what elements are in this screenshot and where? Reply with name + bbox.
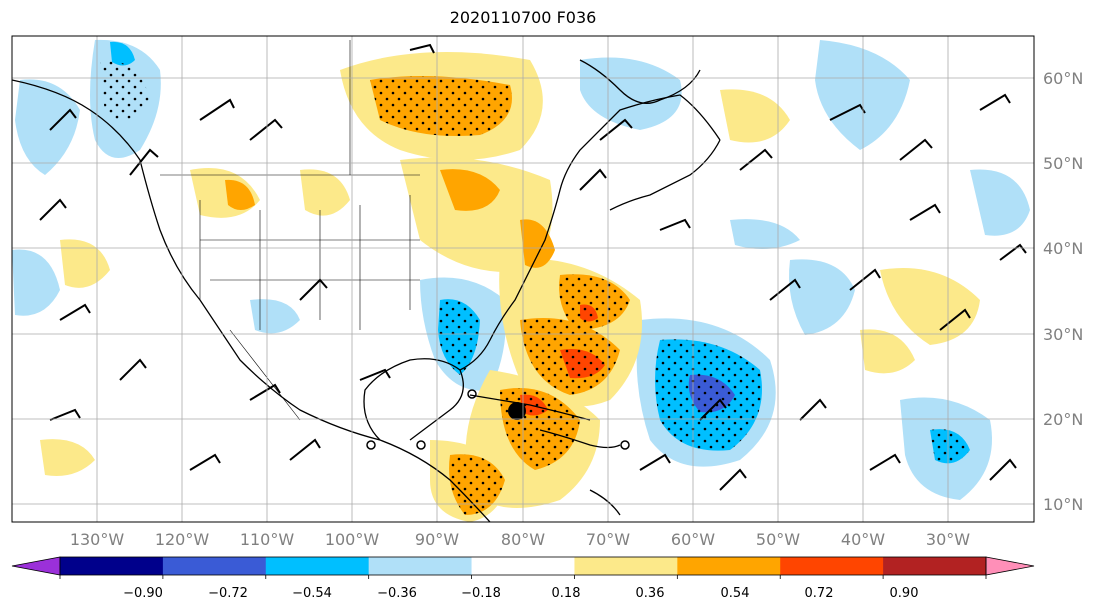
- colorbar-segment: [368, 557, 473, 575]
- colorbar-tick-label: −0.72: [208, 586, 248, 601]
- colorbar-tick-label: 0.90: [890, 586, 919, 601]
- colorbar: [11, 556, 1035, 579]
- lon-label: 60°W: [671, 530, 715, 549]
- longitude-labels: 130°W 120°W 110°W 100°W 90°W 80°W 70°W 6…: [70, 530, 970, 549]
- lon-label: 40°W: [841, 530, 885, 549]
- lat-label: 20°N: [1043, 410, 1083, 429]
- significance-stippling: [100, 59, 970, 515]
- colorbar-segment: [471, 557, 575, 575]
- lon-label: 80°W: [501, 530, 545, 549]
- colorbar-segment: [883, 557, 987, 575]
- colorbar-tick-label: −0.54: [292, 586, 332, 601]
- colorbar-segment: [60, 557, 164, 575]
- colorbar-extend-low: [11, 556, 61, 576]
- colorbar-tick-label: −0.90: [123, 586, 163, 601]
- lon-label: 100°W: [325, 530, 380, 549]
- lon-label: 120°W: [155, 530, 210, 549]
- colorbar-segment: [677, 557, 781, 575]
- lat-label: 60°N: [1043, 69, 1083, 88]
- colorbar-tick-label: 0.36: [636, 586, 665, 601]
- coastlines: [12, 59, 721, 522]
- colorbar-tick-label: −0.36: [377, 586, 417, 601]
- lat-label: 10°N: [1043, 495, 1083, 514]
- colorbar-segment: [574, 557, 678, 575]
- colorbar-tick-label: −0.18: [461, 586, 501, 601]
- lon-label: 30°W: [926, 530, 970, 549]
- colorbar-segment: [162, 557, 267, 575]
- colorbar-extend-high: [985, 556, 1035, 576]
- colorbar-tick-labels: −0.90 −0.72 −0.54 −0.36 −0.18 0.18 0.36 …: [123, 586, 918, 601]
- map-frame: [11, 35, 1035, 523]
- lon-label: 90°W: [415, 530, 459, 549]
- colorbar-outline: [59, 556, 987, 576]
- map-plot-area: [12, 36, 1034, 522]
- political-borders: [160, 40, 420, 421]
- colorbar-tick-label: 0.18: [552, 586, 581, 601]
- map-title: 2020110700 F036: [449, 8, 597, 27]
- lat-label: 40°N: [1043, 239, 1083, 258]
- storm-center-marker: [366, 389, 630, 450]
- colorbar-segment: [780, 557, 884, 575]
- lat-label: 30°N: [1043, 325, 1083, 344]
- lon-label: 50°W: [756, 530, 800, 549]
- lon-label: 70°W: [586, 530, 630, 549]
- colorbar-tick-label: 0.54: [721, 586, 750, 601]
- latitude-labels: 60°N 50°N 40°N 30°N 20°N 10°N: [1043, 69, 1083, 514]
- lon-label: 110°W: [240, 530, 295, 549]
- graticule: [12, 36, 1034, 522]
- colorbar-segment: [265, 557, 370, 575]
- lat-label: 50°N: [1043, 154, 1083, 173]
- colorbar-tick-label: 0.72: [805, 586, 834, 601]
- lon-label: 130°W: [70, 530, 125, 549]
